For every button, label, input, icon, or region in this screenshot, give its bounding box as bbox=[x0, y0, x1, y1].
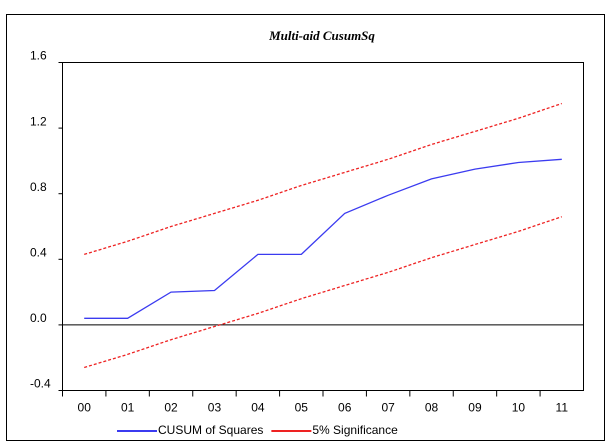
x-tick-label: 03 bbox=[208, 401, 222, 415]
x-tick-label: 08 bbox=[425, 401, 439, 415]
x-tick-label: 09 bbox=[468, 401, 482, 415]
legend-label: 5% Significance bbox=[312, 423, 398, 437]
y-tick-label: 0.8 bbox=[30, 180, 47, 194]
y-tick-label: 0.0 bbox=[30, 311, 47, 325]
series-line bbox=[84, 158, 562, 319]
x-tick-label: 02 bbox=[164, 401, 178, 415]
y-tick-label: 1.2 bbox=[30, 114, 47, 128]
series-line bbox=[84, 102, 563, 256]
x-tick-label: 11 bbox=[556, 401, 569, 415]
legend-label: CUSUM of Squares bbox=[158, 423, 263, 437]
x-tick-label: 07 bbox=[381, 401, 395, 415]
chart-title: Multi-aid CusumSq bbox=[268, 28, 375, 43]
x-tick-label: 04 bbox=[251, 401, 265, 415]
x-tick-label: 01 bbox=[121, 401, 135, 415]
x-tick-label: 05 bbox=[295, 401, 309, 415]
y-tick-label: 0.4 bbox=[30, 245, 47, 259]
y-tick-label: -0.4 bbox=[30, 377, 51, 391]
x-tick-label: 06 bbox=[338, 401, 352, 415]
x-tick-label: 10 bbox=[512, 401, 526, 415]
series-line bbox=[84, 216, 563, 369]
x-tick-label: 00 bbox=[78, 401, 92, 415]
frame bbox=[6, 14, 605, 441]
y-tick-label: 1.6 bbox=[30, 49, 47, 63]
